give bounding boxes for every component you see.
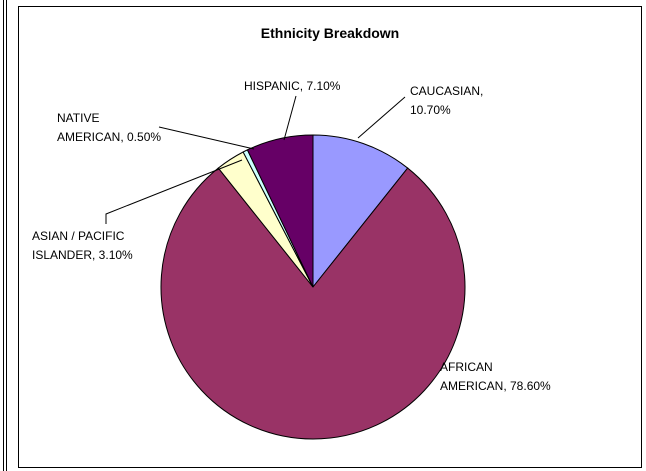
data-label-line: CAUCASIAN, [410, 84, 483, 98]
data-label-native-american: NATIVE AMERICAN, 0.50% [57, 111, 161, 144]
data-label-line: ISLANDER, 3.10% [32, 248, 133, 262]
data-label-line: ASIAN / PACIFIC [32, 229, 125, 243]
pie-slice-hispanic [246, 134, 314, 288]
data-label-line: AFRICAN [440, 360, 493, 374]
data-label-caucasian: CAUCASIAN, 10.70% [410, 84, 483, 117]
data-label-hispanic: HISPANIC, 7.10% [244, 79, 341, 93]
data-label-asian-pacific-islander: ASIAN / PACIFIC ISLANDER, 3.10% [32, 229, 133, 262]
data-label-line: AMERICAN, 78.60% [440, 379, 551, 393]
data-label-african-american: AFRICAN AMERICAN, 78.60% [440, 360, 551, 393]
leader-line-native-american [158, 126, 255, 150]
data-label-line: HISPANIC, 7.10% [244, 79, 341, 93]
leader-line-hispanic [283, 95, 297, 141]
chart-title: Ethnicity Breakdown [261, 25, 399, 41]
pie-slice-african-american [160, 167, 466, 440]
pie-slice-caucasian [312, 134, 409, 289]
leader-line-asian-pacific-islander [105, 159, 243, 224]
data-label-line: AMERICAN, 0.50% [57, 130, 161, 144]
data-label-line: NATIVE [57, 111, 99, 125]
leader-line-caucasian [357, 96, 406, 139]
data-label-line: 10.70% [410, 103, 451, 117]
left-border-rule [3, 0, 7, 471]
